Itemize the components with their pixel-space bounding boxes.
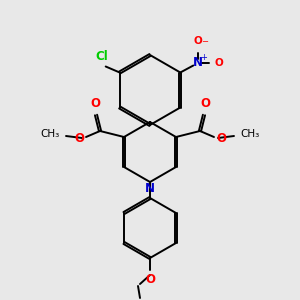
Text: O: O <box>194 35 203 46</box>
Text: O: O <box>145 273 155 286</box>
Text: −: − <box>201 37 208 46</box>
Text: N: N <box>193 56 203 69</box>
Text: Cl: Cl <box>95 50 108 62</box>
Text: O: O <box>90 97 100 110</box>
Text: N: N <box>145 182 155 195</box>
Text: O: O <box>200 97 210 110</box>
Text: O: O <box>216 133 226 146</box>
Text: CH₃: CH₃ <box>41 129 60 139</box>
Text: O: O <box>214 58 223 68</box>
Text: O: O <box>74 133 84 146</box>
Text: +: + <box>200 53 207 62</box>
Text: CH₃: CH₃ <box>240 129 259 139</box>
